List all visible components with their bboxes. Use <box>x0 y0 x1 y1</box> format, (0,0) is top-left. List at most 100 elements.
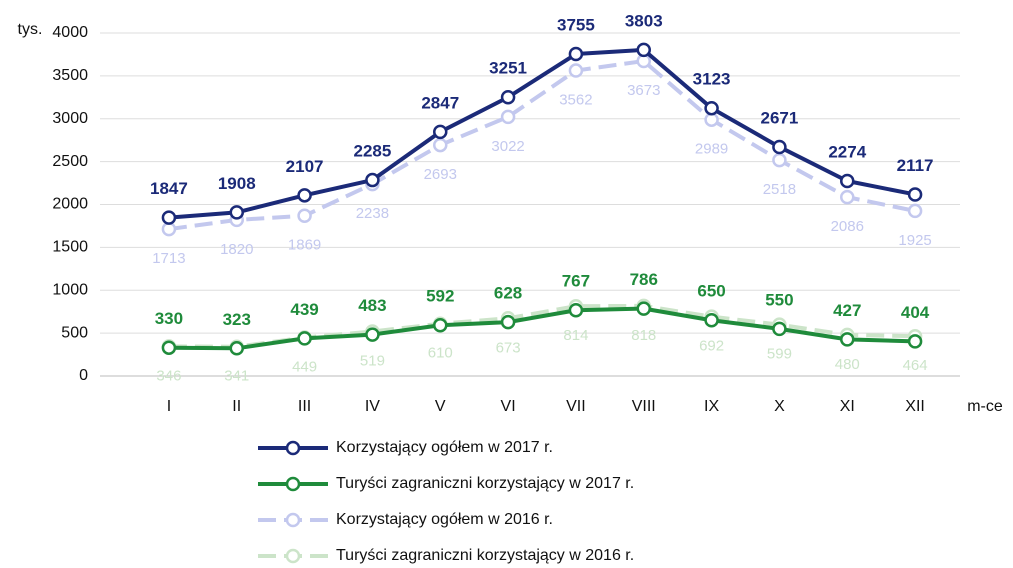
point <box>500 314 516 330</box>
point <box>568 302 584 318</box>
x-tick-label: XI <box>840 398 855 415</box>
data-label: 3803 <box>625 11 663 30</box>
data-label: 599 <box>767 346 792 363</box>
point <box>907 334 923 349</box>
x-tick-label: V <box>435 398 446 415</box>
data-label: 2107 <box>286 157 324 176</box>
data-label: 3562 <box>559 92 592 109</box>
x-tick-label: VIII <box>632 398 656 415</box>
data-label: 550 <box>765 290 793 309</box>
data-label: 3123 <box>693 70 731 89</box>
data-label: 480 <box>835 356 860 373</box>
data-label: 1925 <box>898 232 931 249</box>
data-label: 814 <box>563 327 588 344</box>
point <box>433 317 448 333</box>
data-label: 2671 <box>761 108 799 127</box>
legend-label: Korzystający ogółem w 2017 r. <box>336 439 553 456</box>
point <box>840 332 855 347</box>
point <box>704 100 719 116</box>
legend-label: Turyści zagraniczni korzystający w 2017 … <box>336 475 634 492</box>
y-axis-label: tys. <box>18 21 43 38</box>
point <box>568 46 584 62</box>
point <box>297 208 312 223</box>
y-tick-label: 3500 <box>52 67 88 84</box>
data-label: 2518 <box>763 181 796 198</box>
y-tick-label: 1000 <box>52 281 88 298</box>
point <box>161 340 177 355</box>
y-tick-label: 3000 <box>52 110 88 127</box>
series-line <box>168 303 916 349</box>
legend-marker <box>285 548 301 564</box>
x-axis-label: m-ce <box>967 398 1003 415</box>
data-label: 404 <box>901 303 930 322</box>
data-label: 519 <box>360 352 385 369</box>
x-tick-label: VI <box>501 398 516 415</box>
point <box>229 205 244 220</box>
legend-marker <box>285 512 301 528</box>
data-label: 2117 <box>897 156 934 175</box>
data-label: 767 <box>562 272 590 291</box>
data-label: 323 <box>223 310 251 329</box>
point <box>161 210 177 225</box>
point <box>907 203 923 219</box>
y-tick-label: 2000 <box>52 196 88 213</box>
y-tick-label: 2500 <box>52 153 88 170</box>
point <box>704 112 719 127</box>
data-label: 1847 <box>150 179 188 198</box>
data-label: 3251 <box>489 59 527 78</box>
x-tick-label: I <box>167 398 171 415</box>
point <box>840 173 855 189</box>
data-label: 592 <box>426 287 454 306</box>
data-label: 786 <box>630 270 658 289</box>
x-tick-label: XII <box>905 398 925 415</box>
y-tick-label: 0 <box>79 367 88 384</box>
point <box>365 327 380 342</box>
data-label: 427 <box>833 301 861 320</box>
point <box>433 137 448 153</box>
data-label: 1869 <box>288 237 321 254</box>
data-label: 1713 <box>152 250 185 267</box>
data-label: 483 <box>358 296 386 315</box>
point <box>907 187 923 202</box>
data-label: 2238 <box>356 205 389 222</box>
legend-marker <box>285 476 301 492</box>
point <box>772 139 787 155</box>
data-label: 692 <box>699 338 724 355</box>
data-label: 610 <box>428 345 453 362</box>
data-label: 2274 <box>828 142 866 161</box>
point <box>772 152 787 168</box>
x-tick-label: IX <box>704 398 719 415</box>
x-tick-label: X <box>774 398 785 415</box>
legend-label: Korzystający ogółem w 2016 r. <box>336 511 553 528</box>
x-tick-label: VII <box>566 398 586 415</box>
data-label: 464 <box>903 357 928 374</box>
y-tick-label: 4000 <box>52 24 88 41</box>
x-tick-label: II <box>232 398 241 415</box>
data-label: 628 <box>494 284 522 303</box>
point <box>636 42 651 58</box>
data-label: 3673 <box>627 82 660 99</box>
point <box>229 341 244 356</box>
y-tick-label: 1500 <box>52 239 88 256</box>
data-label: 346 <box>156 367 181 384</box>
point <box>772 321 787 337</box>
point <box>500 89 516 105</box>
series-line <box>168 47 916 220</box>
data-label: 341 <box>224 368 249 385</box>
point <box>840 189 855 205</box>
data-label: 2086 <box>831 218 864 235</box>
data-label: 1820 <box>220 241 253 258</box>
point <box>365 172 380 188</box>
series-line <box>168 306 916 351</box>
point <box>704 313 719 328</box>
x-tick-label: III <box>298 398 311 415</box>
data-label: 439 <box>290 300 318 319</box>
data-label: 2693 <box>424 166 457 183</box>
data-label: 2989 <box>695 141 728 158</box>
point <box>636 301 651 316</box>
series-line <box>168 59 916 232</box>
point <box>568 63 584 78</box>
data-label: 818 <box>631 327 656 344</box>
legend-label: Turyści zagraniczni korzystający w 2016 … <box>336 547 634 564</box>
